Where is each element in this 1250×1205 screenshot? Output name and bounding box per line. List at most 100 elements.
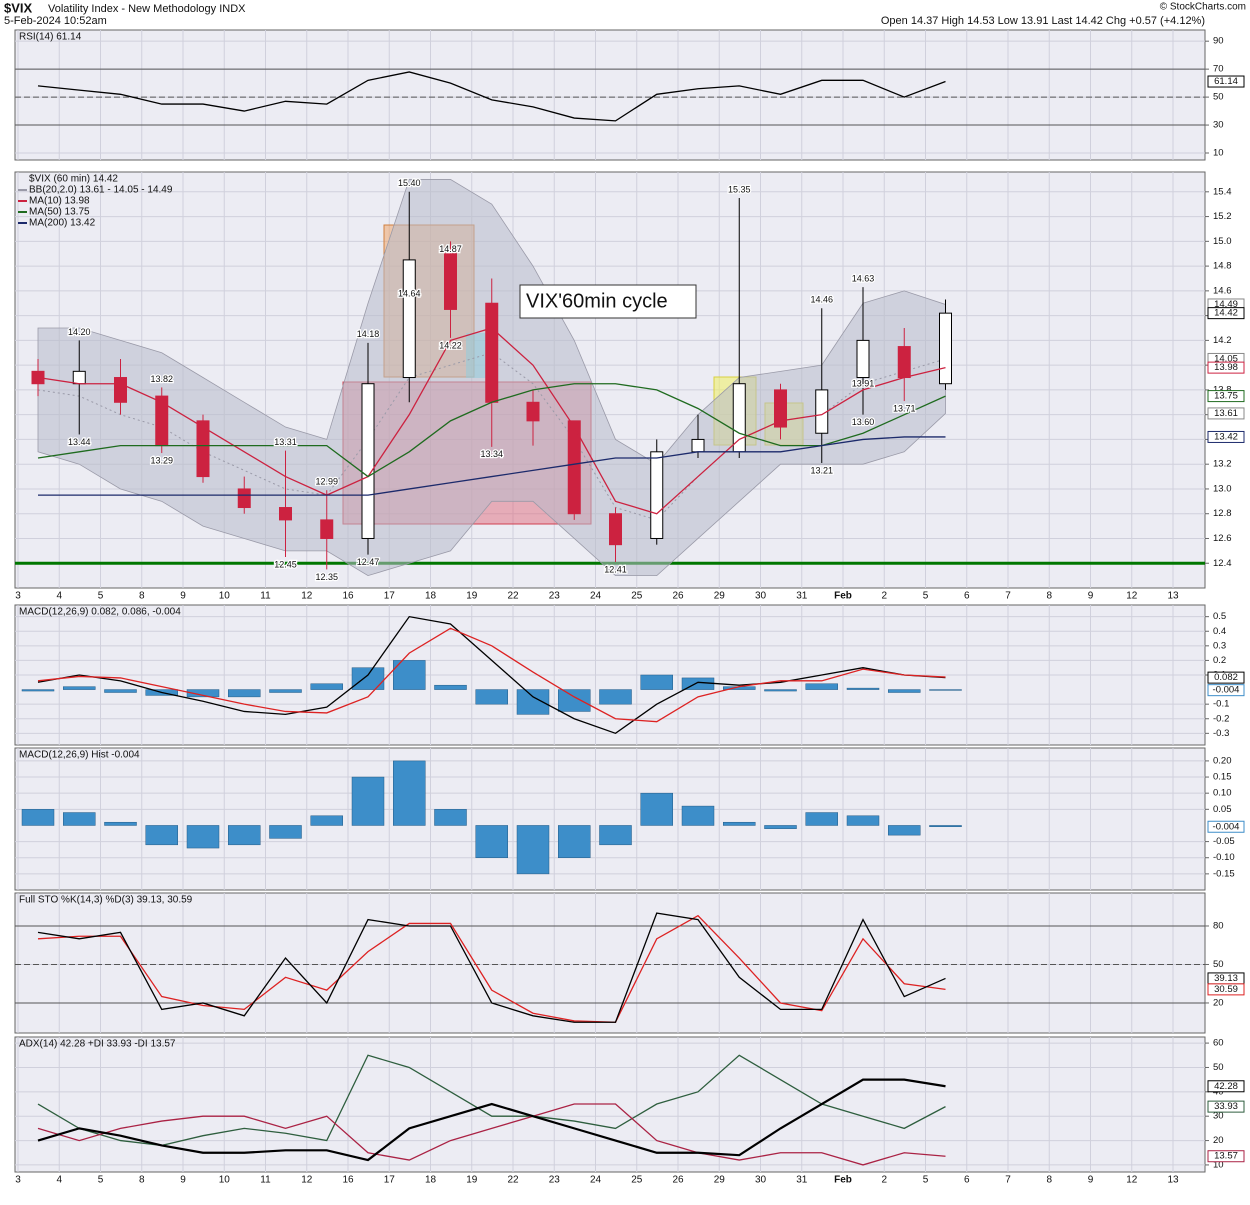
histogram-bar (104, 821, 137, 826)
x-tick-label: 31 (796, 1175, 808, 1186)
price-label: 14.46 (810, 295, 833, 305)
price-label: 13.60 (852, 417, 875, 427)
x-tick-label: 31 (796, 591, 808, 602)
x-tick-label: 29 (714, 1175, 726, 1186)
x-tick-label: 16 (342, 591, 354, 602)
histogram-bar (764, 689, 797, 692)
legend-entry: MA(10) 13.98 (29, 196, 90, 207)
y-tick-label: 50 (1213, 959, 1224, 970)
value-tag-label: -0.004 (1213, 685, 1240, 696)
x-tick-label: 10 (219, 1175, 231, 1186)
x-tick-label: 17 (384, 1175, 396, 1186)
indicator-line (37, 615, 946, 735)
histogram-bar (640, 792, 673, 826)
value-tag-label: 13.42 (1214, 431, 1238, 442)
x-tick-label: 5 (98, 591, 104, 602)
y-tick-label: 50 (1213, 1062, 1224, 1073)
legend-entry: MA(50) 13.75 (29, 207, 90, 218)
value-tag (1207, 361, 1245, 374)
panel-title: Full STO %K(14,3) %D(3) 39.13, 30.59 (19, 895, 193, 906)
value-tag (1207, 1080, 1245, 1093)
histogram-bar (434, 684, 467, 690)
value-tag (1207, 1150, 1245, 1163)
value-tag (1207, 671, 1245, 684)
value-tag-label: 33.93 (1214, 1101, 1238, 1112)
x-tick-label: 29 (714, 591, 726, 602)
price-label: 12.41 (604, 564, 627, 574)
x-tick-label: 12 (1126, 1175, 1138, 1186)
x-tick-label: 16 (342, 1175, 354, 1186)
price-label: 12.99 (315, 477, 338, 487)
legend-entry: BB(20,2.0) 13.61 - 14.05 - 14.49 (29, 185, 173, 196)
x-tick-label: 2 (881, 1175, 887, 1186)
x-tick-label: 5 (98, 1175, 104, 1186)
value-tag-label: 13.57 (1214, 1151, 1238, 1162)
annotation: VIX'60min cycle (526, 290, 668, 312)
histogram-bar (516, 825, 550, 875)
histogram-bar (228, 689, 261, 698)
histogram-bar (393, 760, 426, 826)
candle-body (279, 507, 292, 521)
histogram-bar (21, 689, 55, 692)
histogram-bar (269, 689, 302, 693)
y-tick-label: -0.1 (1213, 699, 1229, 710)
value-tag-label: 13.61 (1214, 408, 1238, 419)
x-tick-label: 26 (672, 591, 684, 602)
value-tag (1207, 390, 1245, 403)
y-tick-label: 20 (1213, 997, 1224, 1008)
candle-body (114, 377, 127, 403)
histogram-bar (228, 825, 261, 846)
x-tick-label: 7 (1005, 1175, 1011, 1186)
value-tag-label: 0.082 (1214, 672, 1238, 683)
x-tick-label: 11 (260, 591, 271, 602)
price-label: 12.47 (357, 557, 380, 567)
x-tick-label: 2 (881, 591, 887, 602)
value-tag (1207, 684, 1245, 697)
histogram-bar (599, 689, 632, 705)
candle-body (567, 420, 581, 515)
y-tick-label: 30 (1213, 1111, 1224, 1122)
x-tick-label: 8 (1046, 1175, 1052, 1186)
histogram-bar (145, 825, 178, 846)
histogram-bar (21, 809, 55, 826)
candle-body (609, 513, 622, 546)
x-tick-label: 4 (56, 1175, 62, 1186)
value-tag-label: 39.13 (1214, 973, 1238, 984)
indicator-line (37, 1103, 946, 1166)
x-tick-label: 11 (260, 1175, 271, 1186)
histogram-bar (310, 815, 343, 826)
security-name: Volatility Index - New Methodology INDX (48, 3, 246, 15)
y-tick-label: 0.15 (1213, 772, 1232, 783)
legend-entry: MA(200) 13.42 (29, 218, 96, 229)
histogram-bar (805, 812, 838, 826)
y-tick-label: 15.0 (1213, 236, 1232, 247)
histogram-bar (351, 776, 385, 826)
value-tag-label: 13.98 (1214, 362, 1238, 373)
histogram-bar (186, 825, 220, 849)
histogram-bar (764, 825, 797, 829)
indicator-line (37, 327, 946, 515)
x-tick-label: Feb (834, 1175, 852, 1186)
y-tick-label: -0.05 (1213, 836, 1235, 847)
price-label: 13.82 (150, 374, 173, 384)
candle-body (402, 259, 416, 379)
histogram-bar (929, 689, 962, 691)
panel-background (14, 29, 1206, 161)
copyright: © StockCharts.com (1160, 2, 1246, 13)
value-tag (1207, 407, 1245, 420)
x-tick-label: 30 (755, 1175, 767, 1186)
x-tick-label: 8 (1046, 591, 1052, 602)
value-tag (1207, 430, 1245, 443)
candle-body (526, 401, 540, 422)
x-tick-label: 9 (180, 1175, 186, 1186)
y-tick-label: 70 (1213, 64, 1224, 75)
price-label: 12.35 (315, 572, 338, 582)
panel-title: MACD(12,26,9) Hist -0.004 (19, 750, 140, 761)
x-tick-label: 19 (466, 591, 478, 602)
y-tick-label: -0.3 (1213, 728, 1229, 739)
x-tick-label: 24 (590, 591, 602, 602)
price-label: 13.44 (68, 437, 91, 447)
x-tick-label: 8 (139, 1175, 145, 1186)
price-label: 12.45 (274, 559, 297, 569)
